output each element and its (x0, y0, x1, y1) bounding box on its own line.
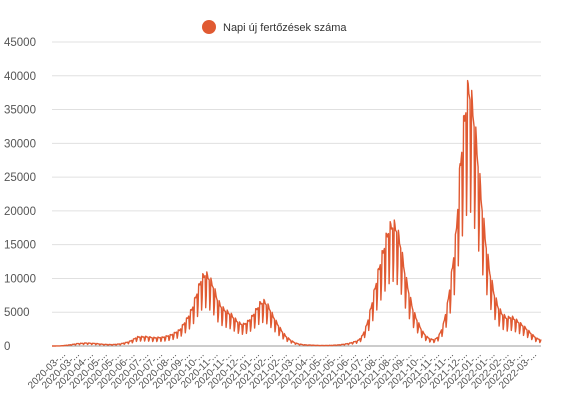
y-tick-label: 40000 (4, 71, 36, 83)
y-tick-label: 10000 (4, 273, 36, 285)
y-tick-label: 0 (4, 341, 10, 353)
legend-label: Napi új fertőzések száma (223, 22, 347, 34)
y-axis-ticks: 0 5000 10000 15000 20000 25000 30000 35000 40000… (4, 37, 36, 353)
y-tick-label: 5000 (4, 307, 30, 319)
y-tick-label: 15000 (4, 240, 36, 252)
y-tick-label: 25000 (4, 172, 36, 184)
gridlines (52, 41, 541, 347)
y-tick-label: 30000 (4, 138, 36, 150)
x-axis-ticks: 2020-03-...2020-03-...2020-04-...2020-05… (26, 349, 539, 391)
y-tick-label: 45000 (4, 37, 36, 49)
legend-marker (202, 20, 216, 34)
y-tick-label: 35000 (4, 105, 36, 117)
legend[interactable]: Napi új fertőzések száma (202, 20, 347, 34)
series-line[interactable] (51, 79, 542, 347)
y-tick-label: 20000 (4, 206, 36, 218)
